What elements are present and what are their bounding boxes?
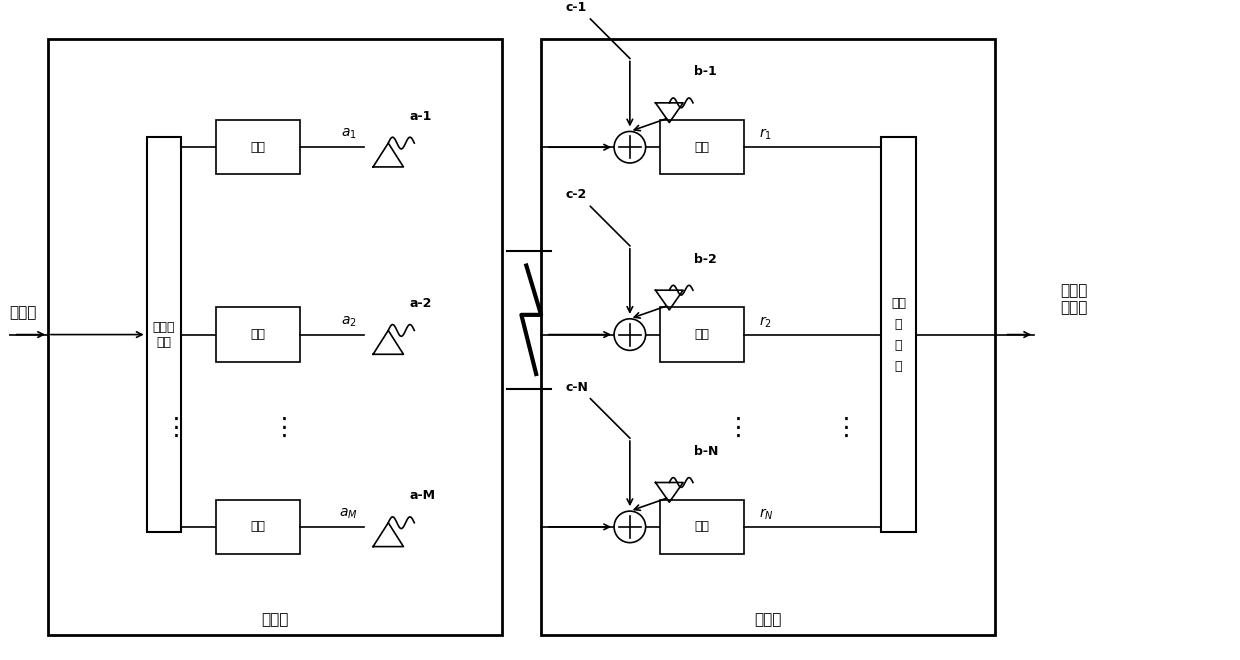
Text: 信号分
离器: 信号分 离器	[153, 321, 175, 348]
Bar	[216, 120, 300, 174]
Text: $r_2$: $r_2$	[759, 314, 773, 329]
Bar	[216, 500, 300, 554]
Bar	[661, 500, 744, 554]
Bar	[48, 39, 502, 636]
Text: 数据流: 数据流	[10, 306, 37, 320]
Circle shape	[614, 511, 646, 543]
Text: ⋮: ⋮	[835, 416, 859, 440]
Text: $r_N$: $r_N$	[759, 506, 774, 522]
Bar	[882, 137, 916, 532]
Text: ⋮: ⋮	[725, 416, 751, 440]
Text: $a_1$: $a_1$	[341, 127, 357, 141]
Bar	[216, 308, 300, 362]
Text: b-1: b-1	[694, 65, 717, 78]
Text: ⋮: ⋮	[164, 416, 188, 440]
Text: 发射端: 发射端	[262, 613, 289, 628]
Text: a-1: a-1	[410, 110, 433, 123]
Text: $a_M$: $a_M$	[340, 507, 358, 521]
Text: 解调: 解调	[694, 520, 709, 533]
Bar	[541, 39, 994, 636]
Circle shape	[614, 131, 646, 163]
Text: 解调: 解调	[694, 141, 709, 154]
Circle shape	[614, 319, 646, 350]
Text: a-2: a-2	[410, 297, 433, 310]
Text: $r_1$: $r_1$	[759, 127, 773, 143]
Text: c-1: c-1	[565, 1, 587, 14]
Text: 解调: 解调	[694, 328, 709, 341]
Text: b-N: b-N	[694, 445, 718, 458]
Bar	[661, 120, 744, 174]
Text: c-2: c-2	[565, 189, 587, 201]
Text: 调制: 调制	[250, 141, 265, 154]
Text: ⋮: ⋮	[273, 416, 298, 440]
Bar	[146, 137, 181, 532]
Text: 恢复的
数据流: 恢复的 数据流	[1060, 284, 1087, 315]
Bar	[661, 308, 744, 362]
Text: a-M: a-M	[410, 489, 436, 502]
Text: 调制: 调制	[250, 520, 265, 533]
Text: 信号
检
测
器: 信号 检 测 器	[892, 296, 906, 373]
Text: 调制: 调制	[250, 328, 265, 341]
Text: c-N: c-N	[565, 381, 589, 394]
Text: b-2: b-2	[694, 253, 717, 265]
Text: $a_2$: $a_2$	[341, 314, 357, 329]
Text: 接收端: 接收端	[754, 613, 781, 628]
